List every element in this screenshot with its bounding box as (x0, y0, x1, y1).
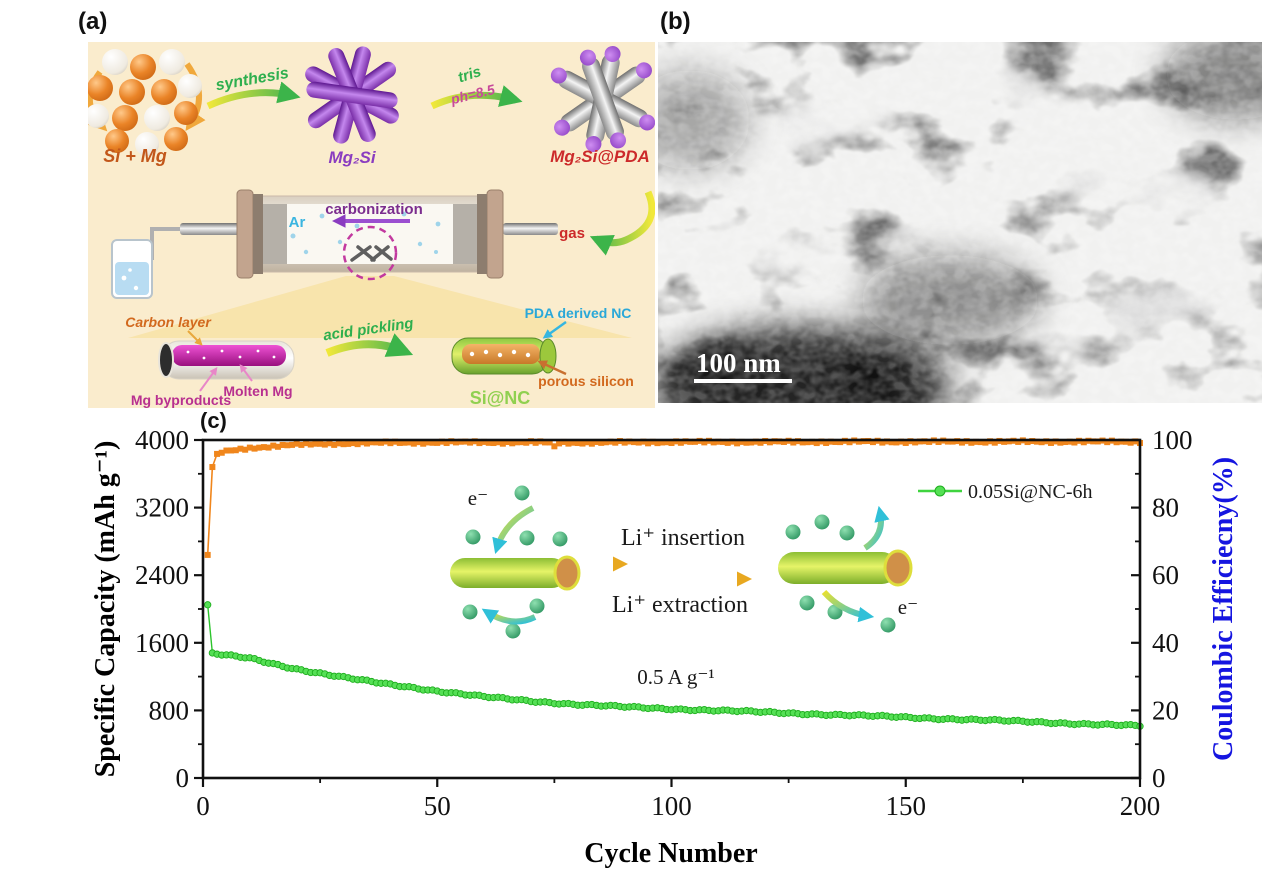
synthesis-arrow (206, 81, 301, 110)
x-tick-label: 150 (886, 791, 927, 821)
mg2si-pda-rods (550, 46, 655, 152)
scale-bar: 100 nm (694, 348, 792, 383)
electron-label-left: e⁻ (468, 486, 488, 510)
right-tick-label: 80 (1152, 493, 1179, 523)
porous-silicon-label: porous silicon (538, 373, 634, 389)
molten-mg-label: Molten Mg (223, 383, 292, 399)
mg2si-label: Mg₂Si (328, 148, 376, 167)
reactants-label: Si + Mg (103, 146, 167, 166)
left-tick-label: 4000 (135, 425, 189, 455)
si-nc-label: Si@NC (470, 388, 531, 408)
left-tick-label: 3200 (135, 493, 189, 523)
sem-image: 100 nm (658, 42, 1262, 403)
left-tick-label: 0 (176, 763, 190, 793)
panel-b-label: (b) (660, 8, 691, 35)
legend-label: 0.05Si@NC-6h (968, 481, 1093, 503)
left-tick-label: 1600 (135, 628, 189, 658)
argon-label: Ar (289, 214, 306, 231)
scale-bar-line (694, 379, 792, 383)
electron-label-right: e⁻ (898, 595, 918, 619)
mg-speckles (186, 349, 276, 360)
argon-bubbles (290, 211, 441, 255)
right-tick-label: 20 (1152, 695, 1179, 725)
legend-marker (934, 485, 946, 497)
acid-pickling-arrow (325, 333, 414, 357)
tube-furnace (150, 189, 558, 281)
carbonization-label: carbonization (325, 201, 423, 218)
pda-derived-nc-label: PDA derived NC (525, 305, 632, 321)
right-y-axis-title: Coulombic Efficiecny(%) (1208, 457, 1239, 761)
left-tick-label: 2400 (135, 560, 189, 590)
x-tick-label: 50 (424, 791, 451, 821)
x-tick-label: 200 (1120, 791, 1161, 821)
current-density-label: 0.5 A g⁻¹ (637, 665, 714, 689)
panel-c-label: (c) (200, 408, 227, 433)
inset-reaction-arrows (613, 556, 752, 587)
right-tick-label: 100 (1152, 425, 1193, 455)
left-y-axis-title: Specific Capacity (mAh g⁻¹) (90, 441, 121, 778)
mg2si-pda-label: Mg₂Si@PDA (550, 147, 650, 166)
sample-in-furnace (350, 245, 393, 262)
panel-a-label: (a) (78, 8, 108, 35)
plot-frame (201, 438, 1142, 780)
beaker (111, 239, 153, 299)
intermediate-tube (158, 330, 295, 392)
porous-si-dots (469, 349, 531, 358)
cycling-chart: 0 50 100 150 2000800160024003200400002040608… (90, 425, 1239, 869)
chart-series (204, 437, 1144, 730)
scale-bar-label: 100 nm (696, 348, 781, 378)
mg2si-rods (305, 46, 399, 144)
si-mg-sphere-cluster (88, 49, 206, 156)
sample-highlight-circle (342, 225, 398, 281)
right-tick-label: 60 (1152, 560, 1179, 590)
li-insertion-label: Li⁺ insertion (621, 525, 745, 551)
inset-left-tube (450, 485, 581, 639)
tris-arrow (430, 85, 523, 110)
process-flow-diagram: Si + Mg synthesis Mg₂Si tris ph=8.5 (88, 42, 655, 408)
carbon-layer-label: Carbon layer (125, 314, 212, 330)
capacity-series (204, 601, 1144, 730)
right-tick-label: 40 (1152, 628, 1179, 658)
chart-legend: 0.05Si@NC-6h (918, 481, 1093, 503)
tris-label: tris (456, 63, 483, 86)
x-axis-title: Cycle Number (584, 838, 757, 869)
left-tick-label: 800 (149, 695, 190, 725)
sem-grain (658, 42, 1262, 403)
right-tick-label: 0 (1152, 763, 1166, 793)
furnace-glow (128, 276, 632, 338)
x-tick-label: 0 (196, 791, 210, 821)
mg-byproducts-label: Mg byproducts (131, 392, 232, 408)
inset-right-tube (778, 505, 913, 633)
gas-arrow (589, 190, 655, 256)
gas-label: gas (559, 225, 585, 242)
si-nc-tube (451, 321, 567, 376)
li-extraction-label: Li⁺ extraction (612, 592, 748, 618)
x-tick-label: 100 (651, 791, 692, 821)
